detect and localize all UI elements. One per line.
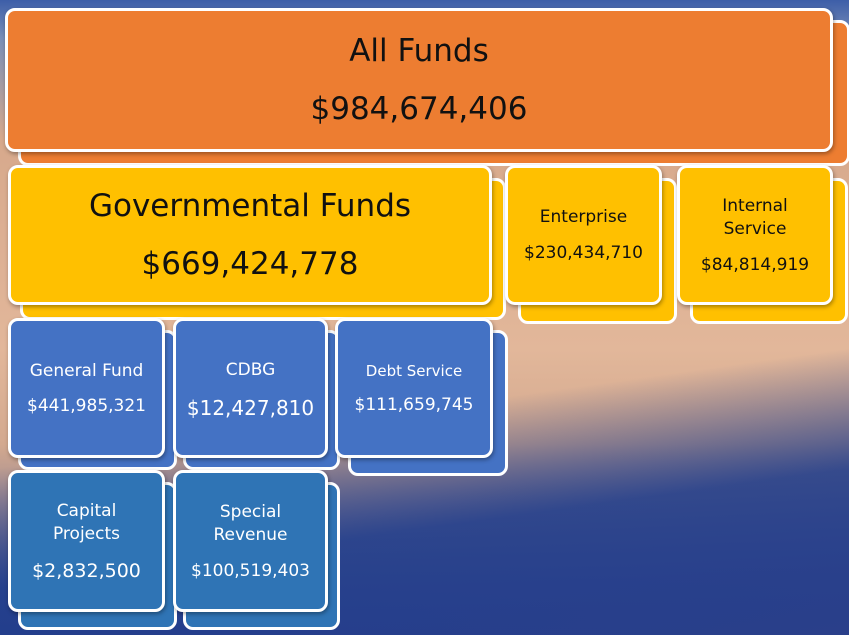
fund-label: All Funds	[349, 33, 489, 69]
fund-box: Debt Service $111,659,745	[335, 318, 493, 458]
fund-label: Enterprise	[540, 206, 627, 229]
fund-amount: $84,814,919	[701, 255, 809, 275]
fund-label: General Fund	[30, 360, 144, 383]
fund-box: Special Revenue $100,519,403	[173, 470, 328, 612]
fund-label: Internal Service	[700, 195, 810, 241]
fund-amount: $2,832,500	[32, 560, 141, 582]
fund-label: CDBG	[226, 359, 276, 382]
fund-box: Enterprise $230,434,710	[505, 165, 662, 305]
fund-label: Debt Service	[366, 361, 462, 381]
fund-amount: $984,674,406	[311, 91, 528, 127]
fund-amount: $441,985,321	[27, 396, 146, 416]
fund-amount: $111,659,745	[355, 395, 474, 415]
fund-box: Internal Service $84,814,919	[677, 165, 833, 305]
slide: All Funds $984,674,406 Governmental Fund…	[0, 0, 849, 635]
fund-label: Governmental Funds	[89, 188, 411, 224]
fund-box: All Funds $984,674,406	[5, 8, 833, 152]
fund-amount: $230,434,710	[524, 243, 643, 263]
fund-box: Capital Projects $2,832,500	[8, 470, 165, 612]
fund-label: Capital Projects	[32, 500, 142, 546]
fund-amount: $669,424,778	[142, 246, 359, 282]
fund-box: CDBG $12,427,810	[173, 318, 328, 458]
fund-box: General Fund $441,985,321	[8, 318, 165, 458]
fund-amount: $100,519,403	[191, 561, 310, 581]
fund-box: Governmental Funds $669,424,778	[8, 165, 492, 305]
fund-amount: $12,427,810	[187, 396, 314, 420]
fund-label: Special Revenue	[196, 501, 306, 547]
